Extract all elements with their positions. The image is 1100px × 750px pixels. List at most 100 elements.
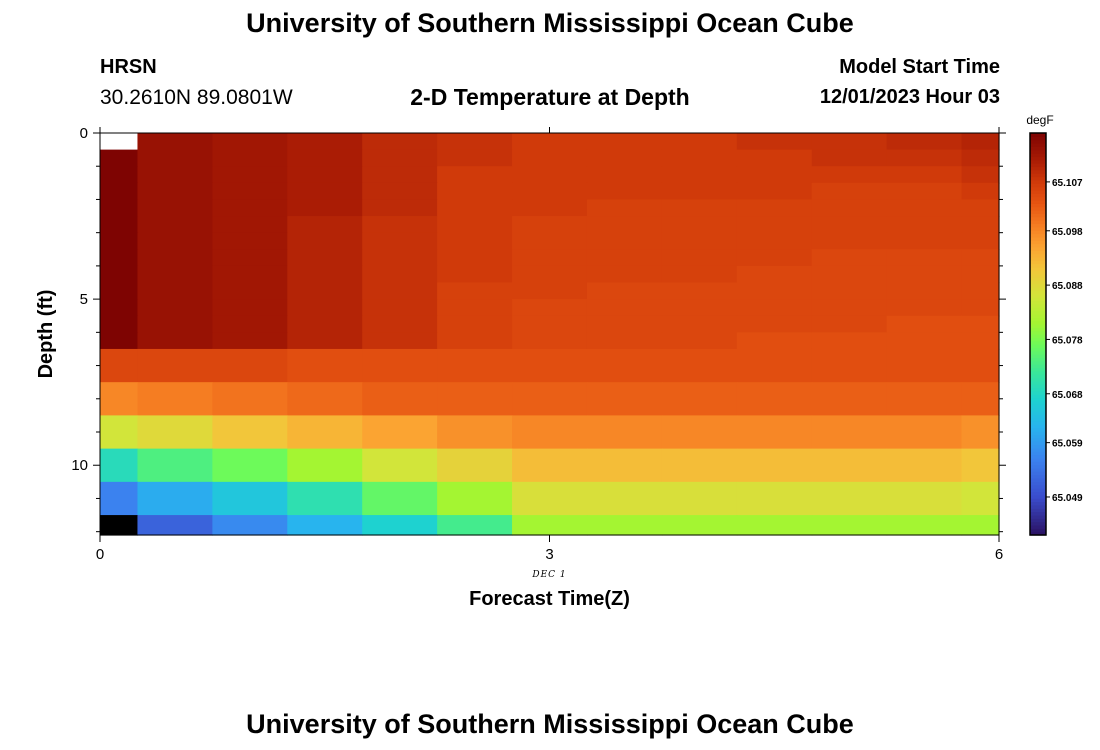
- page-title: University of Southern Mississippi Ocean…: [246, 8, 854, 38]
- model-start-value: 12/01/2023 Hour 03: [819, 86, 1000, 108]
- colorbar-segment: [1030, 354, 1046, 359]
- colorbar-segment: [1030, 220, 1046, 225]
- heatmap-cell: [586, 415, 663, 450]
- colorbar-segment: [1030, 260, 1046, 265]
- heatmap-cell: [586, 515, 663, 536]
- heatmap-cell: [362, 182, 438, 201]
- heatmap-cell: [287, 199, 363, 217]
- colorbar-segment: [1030, 300, 1046, 305]
- heatmap-cell: [137, 315, 213, 333]
- heatmap-cell: [512, 448, 588, 483]
- colorbar-segment: [1030, 397, 1046, 402]
- heatmap-cell: [961, 382, 1000, 416]
- colorbar-tick-label: 65.088: [1052, 281, 1083, 292]
- heatmap-cell: [661, 133, 738, 151]
- colorbar-segment: [1030, 159, 1046, 164]
- model-start-label: Model Start Time: [839, 56, 1000, 78]
- heatmap-cell: [811, 133, 888, 151]
- colorbar-segment: [1030, 253, 1046, 258]
- colorbar-segment: [1030, 344, 1046, 348]
- heatmap-cell: [661, 182, 738, 201]
- heatmap-cell: [437, 415, 513, 450]
- heatmap-cell: [736, 199, 813, 217]
- colorbar-segment: [1030, 256, 1046, 261]
- heatmap-cell: [661, 199, 738, 217]
- heatmap-cell: [100, 481, 139, 516]
- heatmap-cell: [811, 265, 888, 284]
- heatmap-cell: [287, 315, 363, 333]
- heatmap-cell: [512, 515, 588, 536]
- colorbar-segment: [1030, 139, 1046, 144]
- heatmap-cell: [661, 265, 738, 284]
- colorbar-segment: [1030, 521, 1046, 526]
- colorbar: 65.049 65.059 65.068 65.078 65.088 65.098 65.1…: [1026, 113, 1083, 536]
- colorbar-segment: [1030, 384, 1046, 389]
- heatmap-cell: [212, 481, 288, 516]
- colorbar-segment: [1030, 173, 1046, 178]
- heatmap-cells: [100, 133, 1000, 536]
- heatmap-cell: [362, 448, 438, 483]
- colorbar-segment: [1030, 310, 1046, 315]
- heatmap-cell: [961, 265, 1000, 284]
- colorbar-segment: [1030, 498, 1046, 503]
- heatmap-cell: [661, 299, 738, 317]
- heatmap-cell: [811, 382, 888, 416]
- heatmap-cell: [362, 481, 438, 516]
- colorbar-segment: [1030, 323, 1046, 328]
- heatmap-cell: [961, 515, 1000, 536]
- colorbar-segment: [1030, 491, 1046, 496]
- heatmap-cell: [961, 133, 1000, 151]
- colorbar-segment: [1030, 313, 1046, 318]
- colorbar-segment: [1030, 163, 1046, 168]
- heatmap-cell: [212, 382, 288, 416]
- heatmap-cell: [736, 216, 813, 234]
- heatmap-cell: [736, 332, 813, 350]
- heatmap-cell: [512, 332, 588, 350]
- heatmap-cell: [100, 448, 139, 483]
- heatmap-cell: [811, 182, 888, 201]
- colorbar-segment: [1030, 287, 1046, 292]
- heatmap-cell: [811, 315, 888, 333]
- colorbar-segment: [1030, 468, 1046, 472]
- colorbar-segment: [1030, 303, 1046, 308]
- heatmap-cell: [512, 299, 588, 317]
- heatmap-cell: [961, 348, 1000, 383]
- plot-title: 2-D Temperature at Depth: [410, 84, 690, 110]
- heatmap-cell: [736, 149, 813, 167]
- colorbar-segment: [1030, 380, 1046, 385]
- colorbar-segment: [1030, 478, 1046, 482]
- heatmap-cell: [661, 448, 738, 483]
- heatmap-cell: [137, 282, 213, 300]
- colorbar-segment: [1030, 216, 1046, 221]
- colorbar-segment: [1030, 226, 1046, 231]
- heatmap-cell: [736, 299, 813, 317]
- colorbar-segment: [1030, 297, 1046, 302]
- colorbar-segment: [1030, 169, 1046, 174]
- colorbar-segment: [1030, 290, 1046, 295]
- heatmap-cell: [512, 199, 588, 217]
- heatmap-cell: [661, 415, 738, 450]
- colorbar-frame: [1029, 132, 1047, 536]
- colorbar-segment: [1030, 277, 1046, 281]
- colorbar-segment: [1030, 434, 1046, 439]
- heatmap-cell: [736, 249, 813, 267]
- colorbar-segment: [1030, 334, 1046, 338]
- heatmap-cell: [886, 249, 963, 267]
- heatmap-cell: [287, 382, 363, 416]
- colorbar-segment: [1030, 350, 1046, 355]
- heatmap-cell: [437, 166, 513, 184]
- heatmap-cell: [886, 282, 963, 300]
- heatmap-cell: [100, 249, 139, 267]
- colorbar-segment: [1030, 411, 1046, 415]
- heatmap-cell: [512, 182, 588, 201]
- heatmap-cell: [100, 199, 139, 217]
- heatmap-cell: [661, 332, 738, 350]
- heatmap-cell: [437, 199, 513, 217]
- colorbar-segment: [1030, 240, 1046, 245]
- heatmap-cell: [512, 481, 588, 516]
- heatmap-cell: [811, 166, 888, 184]
- heatmap-cell: [586, 249, 663, 267]
- heatmap-cell: [512, 315, 588, 333]
- heatmap-cell: [661, 216, 738, 234]
- heatmap-cell: [212, 216, 288, 234]
